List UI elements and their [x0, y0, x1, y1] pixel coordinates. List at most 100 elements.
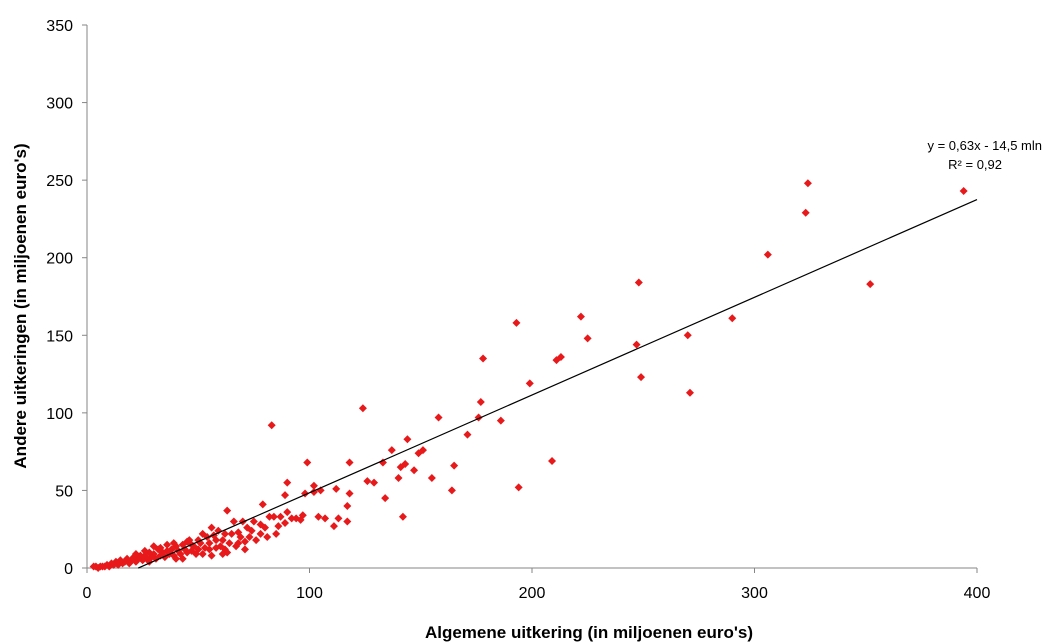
data-point	[263, 532, 272, 541]
data-point	[207, 551, 216, 560]
trendline-group	[137, 198, 978, 569]
data-point	[396, 463, 405, 472]
data-point	[334, 514, 343, 523]
data-point	[207, 523, 216, 532]
data-point	[303, 458, 312, 467]
data-point	[258, 500, 267, 509]
data-point	[267, 421, 276, 430]
y-axis-title: Andere uitkeringen (in miljoenen euro's)	[11, 143, 30, 468]
trendline	[137, 198, 978, 569]
data-point	[276, 512, 285, 521]
data-point	[803, 179, 812, 188]
data-point	[512, 318, 521, 327]
y-tick-label: 50	[55, 483, 73, 500]
data-point	[256, 520, 265, 529]
data-point	[314, 512, 323, 521]
data-point	[227, 529, 236, 538]
data-point	[205, 539, 214, 548]
data-point	[685, 388, 694, 397]
data-point	[225, 539, 234, 548]
data-point	[187, 546, 196, 555]
data-point	[256, 529, 265, 538]
data-point	[163, 540, 172, 549]
data-point	[476, 397, 485, 406]
data-point	[548, 456, 557, 465]
data-point	[552, 356, 561, 365]
y-tick-label: 350	[46, 18, 73, 35]
data-point	[345, 489, 354, 498]
data-point	[212, 543, 221, 552]
data-point	[218, 536, 227, 545]
x-tick-label: 100	[296, 585, 323, 602]
y-tick-label: 300	[46, 96, 73, 113]
data-point	[229, 517, 238, 526]
data-point	[378, 458, 387, 467]
data-point	[172, 554, 180, 563]
data-point	[343, 517, 352, 526]
data-point	[245, 532, 254, 541]
data-point	[358, 404, 367, 413]
data-point	[447, 486, 456, 495]
data-point	[283, 508, 292, 517]
data-point	[178, 554, 187, 563]
data-point	[281, 491, 290, 500]
data-point	[363, 477, 372, 486]
trendline-r2: R² = 0,92	[948, 157, 1002, 172]
data-point	[309, 481, 318, 490]
data-point	[410, 466, 419, 475]
data-point	[234, 528, 243, 537]
data-point	[89, 562, 98, 571]
data-point	[434, 413, 443, 422]
data-point	[272, 529, 281, 538]
data-point	[243, 523, 252, 532]
data-point	[287, 514, 296, 523]
data-point	[269, 512, 278, 521]
y-tick-label: 100	[46, 406, 73, 423]
data-point	[345, 458, 354, 467]
data-point	[252, 536, 261, 545]
data-point	[450, 461, 459, 470]
axes	[82, 24, 978, 573]
data-point	[634, 278, 643, 287]
data-point	[496, 416, 505, 425]
y-tick-label: 250	[46, 173, 73, 190]
data-point	[281, 519, 290, 528]
data-point	[234, 539, 243, 548]
data-point	[200, 543, 209, 552]
data-point	[332, 484, 341, 493]
data-point	[683, 331, 692, 340]
data-point	[218, 550, 227, 559]
data-point	[329, 522, 338, 531]
data-point	[140, 546, 149, 555]
y-tick-label: 150	[46, 328, 73, 345]
data-point	[394, 474, 403, 483]
data-point	[632, 340, 641, 349]
data-point	[149, 542, 158, 551]
data-point	[801, 208, 810, 217]
data-point	[220, 529, 229, 538]
data-point	[403, 435, 412, 444]
data-point	[169, 539, 178, 548]
data-point	[343, 501, 352, 510]
data-point	[763, 250, 772, 259]
data-point	[183, 537, 192, 546]
data-point	[292, 514, 301, 523]
data-point	[198, 529, 207, 538]
x-tick-label: 400	[964, 585, 991, 602]
data-point	[223, 506, 232, 515]
data-point	[321, 514, 330, 523]
trendline-equation: y = 0,63x - 14,5 mln	[927, 138, 1042, 153]
data-point	[728, 314, 737, 323]
data-point	[959, 187, 968, 196]
x-axis-title: Algemene uitkering (in miljoenen euro's)	[425, 623, 753, 642]
y-tick-label: 200	[46, 251, 73, 268]
data-point	[427, 474, 436, 483]
data-points	[89, 179, 968, 572]
data-point	[398, 512, 407, 521]
data-point	[576, 312, 585, 321]
data-point	[414, 449, 423, 458]
x-tick-label: 200	[519, 585, 546, 602]
data-point	[463, 430, 472, 439]
data-point	[381, 494, 390, 503]
